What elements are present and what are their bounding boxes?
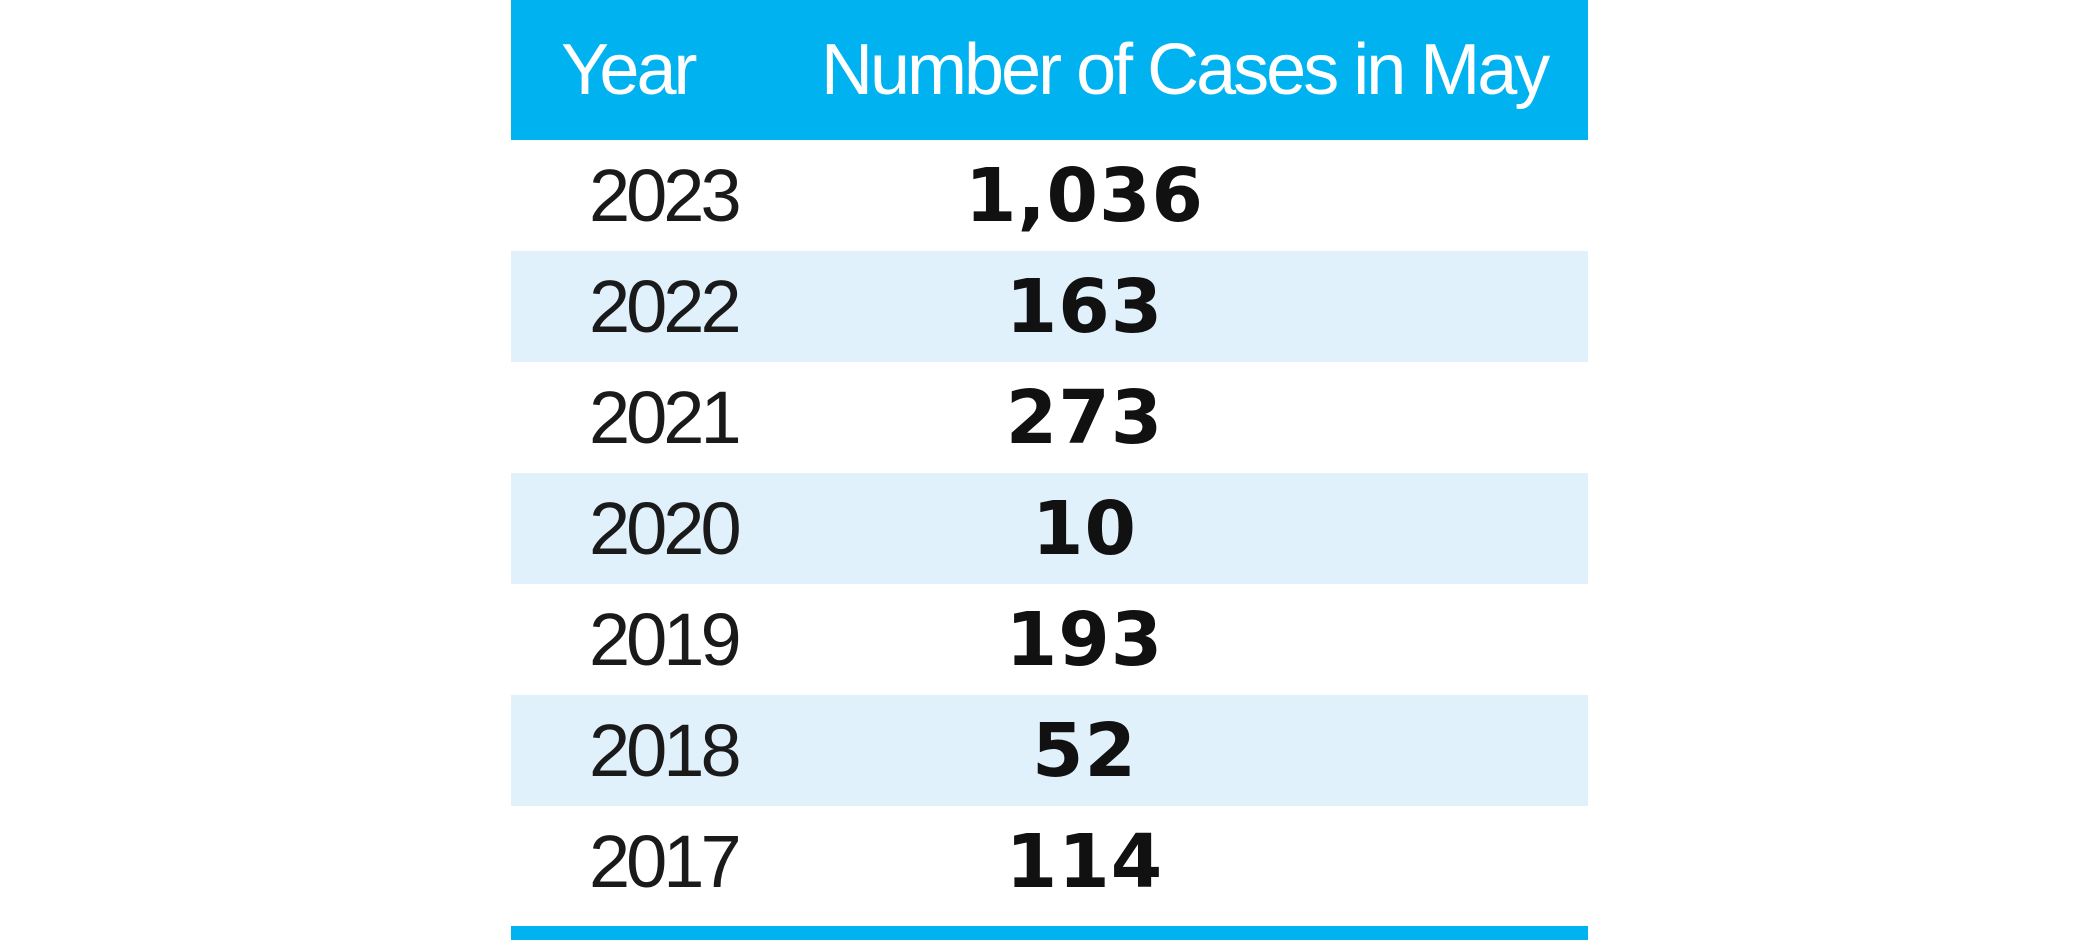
table-row: 2022 163	[511, 251, 1588, 362]
cases-cell: 163	[1005, 263, 1164, 350]
cases-table: Year Number of Cases in May 2023 1,036 2…	[511, 0, 1588, 940]
column-header-year: Year	[561, 30, 697, 110]
table-row: 2017 114	[511, 806, 1588, 917]
table-row: 2020 10	[511, 473, 1588, 584]
year-cell: 2018	[589, 709, 742, 792]
table-row: 2018 52	[511, 695, 1588, 806]
year-cell: 2020	[589, 487, 742, 570]
cases-cell: 1,036	[964, 152, 1205, 239]
table-footer-bar	[511, 926, 1588, 940]
table-row: 2023 1,036	[511, 140, 1588, 251]
column-header-cases: Number of Cases in May	[821, 30, 1550, 110]
year-cell: 2017	[589, 820, 742, 903]
year-cell: 2019	[589, 598, 742, 681]
table-row: 2019 193	[511, 584, 1588, 695]
table-row: 2021 273	[511, 362, 1588, 473]
year-cell: 2023	[589, 154, 742, 237]
year-cell: 2021	[589, 376, 742, 459]
cases-cell: 273	[1005, 374, 1164, 461]
cases-cell: 10	[1032, 485, 1137, 572]
cases-cell: 114	[1005, 818, 1164, 905]
cases-cell: 52	[1032, 707, 1137, 794]
table-header: Year Number of Cases in May	[511, 0, 1588, 140]
cases-cell: 193	[1005, 596, 1164, 683]
year-cell: 2022	[589, 265, 742, 348]
